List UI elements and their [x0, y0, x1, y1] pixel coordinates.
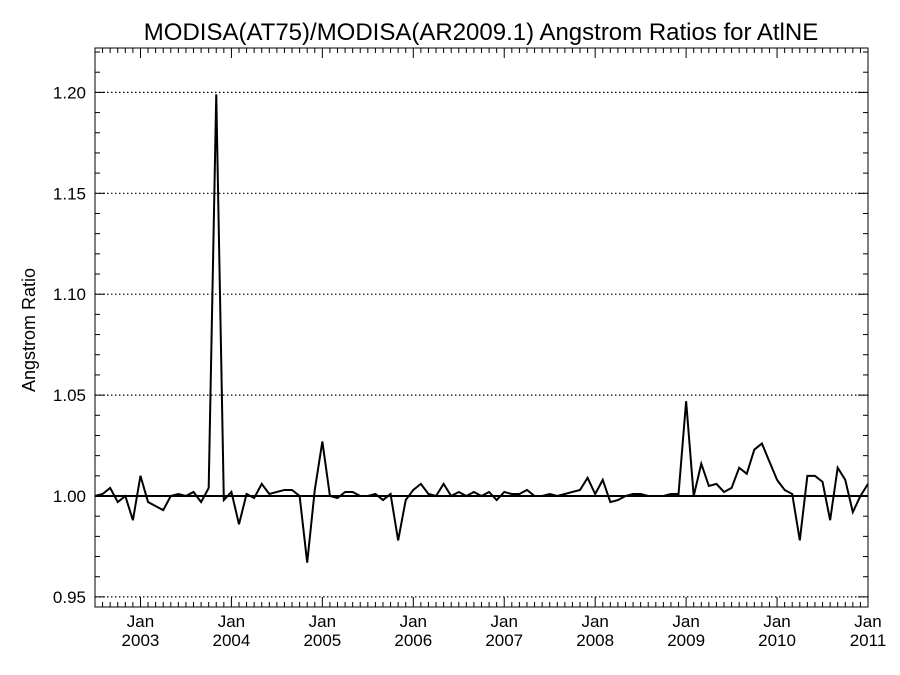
x-tick-label-month: Jan [218, 612, 245, 631]
x-tick-label-year: 2008 [576, 631, 614, 650]
y-tick-label: 1.15 [53, 184, 86, 203]
x-tick-label-year: 2010 [758, 631, 796, 650]
y-tick-label: 1.05 [53, 386, 86, 405]
x-tick-label-month: Jan [127, 612, 154, 631]
x-tick-label-year: 2006 [394, 631, 432, 650]
x-tick-label-month: Jan [400, 612, 427, 631]
x-tick-label-year: 2003 [122, 631, 160, 650]
y-tick-label: 1.00 [53, 487, 86, 506]
x-tick-label-year: 2007 [485, 631, 523, 650]
series-line-angstrom-ratio [94, 94, 869, 563]
y-tick-label: 1.10 [53, 285, 86, 304]
x-tick-label-month: Jan [763, 612, 790, 631]
x-tick-label-year: 2004 [212, 631, 250, 650]
x-axis-ticks: Jan2003Jan2004Jan2005Jan2006Jan2007Jan20… [94, 48, 887, 650]
x-tick-label-month: Jan [309, 612, 336, 631]
x-tick-label-year: 2005 [303, 631, 341, 650]
y-tick-label: 0.95 [53, 588, 86, 607]
x-tick-label-month: Jan [581, 612, 608, 631]
x-tick-label-year: 2011 [850, 631, 887, 650]
chart-title: MODISA(AT75)/MODISA(AR2009.1) Angstrom R… [144, 19, 818, 46]
x-tick-label-year: 2009 [667, 631, 705, 650]
x-tick-label-month: Jan [491, 612, 518, 631]
x-tick-label-month: Jan [672, 612, 699, 631]
y-axis-label: Angstrom Ratio [19, 268, 39, 392]
x-tick-label-month: Jan [854, 612, 881, 631]
y-tick-label: 1.20 [53, 83, 86, 102]
y-axis-ticks: 0.95 1.00 1.05 1.10 1.15 1.20 [53, 51, 868, 607]
